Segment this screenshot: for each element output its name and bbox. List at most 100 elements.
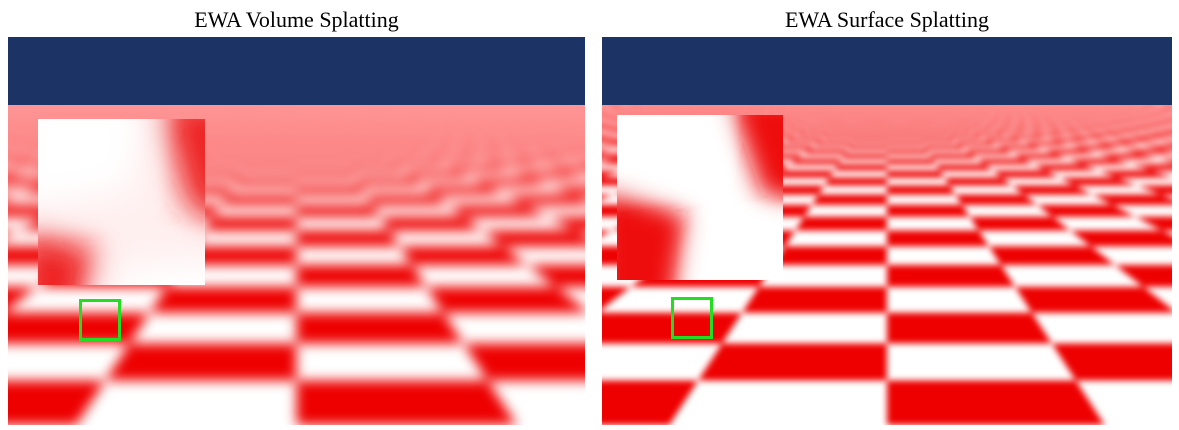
checker-tile (238, 117, 260, 119)
checker-tile (842, 121, 866, 124)
checker-tile (256, 108, 271, 110)
checker-tile (313, 114, 332, 116)
checker-tile (834, 164, 887, 171)
checker-tile (252, 110, 269, 112)
checker-tile (941, 117, 964, 119)
checker-tile (847, 145, 887, 150)
checker-tile (907, 120, 930, 122)
checker-tile (307, 105, 320, 107)
checker-tile (268, 109, 284, 111)
checker-tile (319, 123, 345, 126)
checker-tile (316, 120, 340, 122)
checker-tile (203, 216, 297, 231)
checker-tile (256, 145, 297, 150)
checker-tile (365, 194, 449, 205)
checker-tile (344, 125, 373, 128)
checker-tile (742, 286, 887, 313)
checker-tile (296, 107, 310, 109)
checker-tile (908, 105, 920, 106)
checker-tile (365, 141, 408, 146)
checker-tile (795, 216, 887, 231)
checker-tile (296, 135, 329, 139)
checker-tile (919, 105, 933, 107)
checker-tile (602, 380, 699, 425)
checker-tile (234, 107, 249, 108)
checker-tile (296, 118, 317, 121)
checker-tile (887, 135, 919, 139)
checker-tile (233, 177, 297, 186)
checker-tile (871, 112, 887, 114)
checker-tile (333, 145, 376, 150)
sky-background (602, 37, 1172, 107)
checker-tile (181, 246, 297, 265)
checker-tile (797, 132, 831, 136)
checker-tile (872, 110, 887, 112)
checker-tile (8, 312, 150, 344)
checker-tile (296, 141, 334, 146)
surface-splatting-render (602, 37, 1172, 425)
checker-tile (935, 164, 993, 171)
checker-tile (296, 149, 339, 154)
checker-tile (296, 125, 322, 128)
checker-tile (214, 118, 239, 121)
checker-tile (274, 120, 297, 122)
checker-tile (918, 113, 937, 115)
sky-background (8, 37, 585, 107)
checker-tile (296, 170, 355, 178)
checker-tile (823, 135, 858, 139)
checker-tile (265, 111, 282, 113)
checker-tile (222, 141, 263, 146)
checker-tile (820, 108, 836, 110)
checker-tile (255, 118, 278, 121)
checker-tile (527, 265, 585, 287)
checker-tile (332, 107, 347, 108)
checker-tile (918, 138, 956, 142)
checker-tile (426, 286, 585, 313)
checker-tile (865, 105, 877, 106)
checker-tile (284, 107, 297, 108)
checker-tile (947, 120, 973, 122)
checker-tile (887, 113, 904, 115)
checker-tile (311, 112, 329, 114)
checker-tile (860, 127, 887, 131)
checker-tile (887, 170, 945, 178)
checker-tile (824, 177, 887, 186)
checker-tile (215, 127, 246, 131)
checker-tile (296, 130, 326, 133)
checker-tile (806, 118, 830, 121)
checker-tile (887, 121, 910, 124)
zoom-inset (617, 115, 783, 280)
checker-tile (925, 118, 948, 121)
checker-tile (905, 117, 926, 119)
checker-tile (220, 194, 297, 205)
checker-tile (902, 112, 919, 114)
checker-tile (867, 117, 887, 119)
checker-tile (296, 185, 366, 195)
checker-tile (887, 230, 989, 247)
checker-tile (863, 123, 887, 126)
checker-tile (936, 114, 957, 116)
checker-tile (317, 105, 330, 106)
checker-tile (338, 110, 356, 112)
checker-tile (266, 132, 297, 136)
checker-tile (773, 246, 887, 265)
checker-tile (829, 117, 851, 119)
checker-tile (399, 246, 528, 265)
checker-tile (296, 121, 320, 124)
checker-tile (240, 109, 257, 111)
checker-tile (922, 107, 937, 108)
checker-tile (243, 164, 297, 171)
checker-tile (314, 117, 336, 119)
checker-tile (929, 121, 955, 124)
checker-tile (863, 106, 876, 108)
checker-tile (841, 153, 887, 159)
checker-tile (857, 132, 887, 136)
checker-tile (1051, 343, 1172, 381)
checker-tile (839, 112, 857, 114)
checker-tile (351, 117, 375, 119)
checker-tile (259, 115, 279, 118)
checker-tile (342, 106, 357, 108)
checker-tile (262, 138, 297, 142)
checker-tile (846, 118, 868, 121)
checker-tile (834, 114, 854, 116)
